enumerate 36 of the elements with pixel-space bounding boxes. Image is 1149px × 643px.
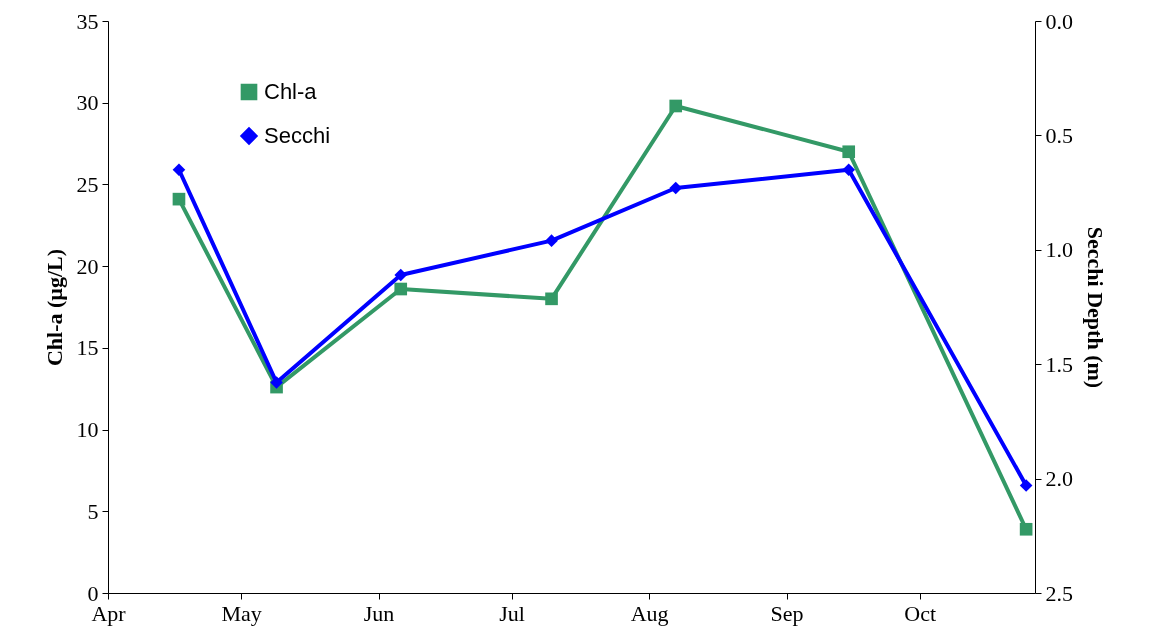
y2-tick-label: 0.5 — [1045, 122, 1073, 148]
legend-label: Secchi — [264, 123, 331, 148]
point — [1019, 479, 1033, 492]
legend-label: Chl-a — [264, 79, 318, 104]
x-tick-label: Aug — [630, 600, 669, 626]
point — [172, 192, 186, 206]
point — [394, 282, 408, 296]
point — [172, 163, 186, 177]
x-tick-label: Sep — [770, 600, 804, 626]
y2-tick-label: 1.5 — [1045, 351, 1073, 377]
x-tick-label: Jun — [363, 600, 395, 626]
x-tick-label: Oct — [904, 600, 937, 626]
point — [669, 99, 683, 113]
point — [842, 145, 856, 159]
point — [545, 234, 558, 247]
y-tick-label: 35 — [76, 8, 99, 34]
point — [394, 268, 408, 282]
y-tick-label: 10 — [76, 417, 99, 443]
y-tick-label: 30 — [76, 90, 99, 116]
y-tick-label: 20 — [76, 253, 99, 279]
y-tick-label: 25 — [76, 171, 99, 197]
y2-tick-label: 2.5 — [1045, 580, 1073, 606]
point — [842, 163, 856, 177]
x-tick-label: Jul — [499, 600, 525, 626]
y2-tick-label: 1.0 — [1045, 237, 1073, 263]
point — [270, 376, 283, 389]
y-axis-title: Chl-a (µg/L) — [41, 248, 67, 367]
y2-tick-label: 0.0 — [1045, 8, 1073, 34]
y2-tick-label: 2.0 — [1045, 466, 1073, 492]
point — [669, 181, 683, 195]
x-tick-label: May — [221, 600, 262, 626]
y-tick-label: 5 — [87, 498, 99, 524]
y2-axis-title: Secchi Depth (m) — [1083, 226, 1108, 389]
point — [545, 292, 558, 306]
y-tick-label: 15 — [76, 335, 99, 361]
point — [1019, 522, 1033, 536]
